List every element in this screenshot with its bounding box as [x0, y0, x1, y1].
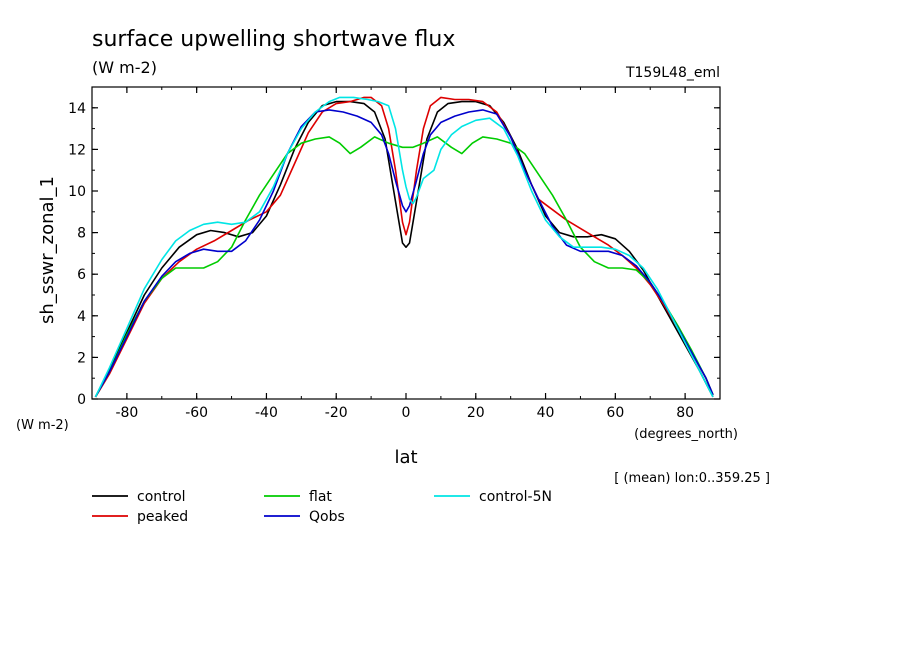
y-axis-units: (W m-2) — [16, 418, 69, 433]
legend-label: control — [137, 489, 186, 505]
x-axis-label: lat — [394, 447, 417, 468]
plot-series — [94, 96, 714, 398]
x-axis-units: (degrees_north) — [634, 427, 738, 442]
x-tick-label: 60 — [606, 405, 624, 421]
x-tick-label: 0 — [402, 405, 411, 421]
y-tick-label: 0 — [77, 392, 86, 408]
plot-frame — [91, 86, 721, 400]
y-tick-label: 6 — [77, 267, 86, 283]
x-tick-label: -60 — [185, 405, 208, 421]
series-line-flat — [94, 136, 714, 398]
series-line-control-5n — [94, 96, 714, 398]
legend-label: peaked — [137, 509, 188, 525]
averaging-note: [ (mean) lon:0..359.25 ] — [614, 471, 770, 486]
legend-label: Qobs — [309, 509, 345, 525]
series-line-peaked — [94, 96, 714, 398]
y-tick-label: 14 — [68, 101, 86, 117]
x-tick-label: -80 — [115, 405, 138, 421]
series-line-qobs — [94, 109, 714, 398]
x-tick-label: 20 — [467, 405, 485, 421]
y-tick-label: 10 — [68, 184, 86, 200]
x-tick-label: -20 — [325, 405, 348, 421]
chart-subtitle: (W m-2) — [92, 58, 157, 77]
chart-title: surface upwelling shortwave flux — [92, 27, 455, 52]
y-tick-label: 8 — [77, 226, 86, 242]
legend-label: control-5N — [479, 489, 552, 505]
x-tick-label: -40 — [255, 405, 278, 421]
series-line-control — [94, 100, 714, 398]
y-tick-label: 4 — [77, 309, 86, 325]
axis-ticks: -80 -60 -40 -20 0 20 40 60 80 0 2 4 6 8 10 12 14 — [68, 86, 721, 421]
y-tick-label: 12 — [68, 142, 86, 158]
y-axis-label: sh_sswr_zonal_1 — [37, 176, 58, 324]
y-tick-label: 2 — [77, 350, 86, 366]
x-tick-label: 40 — [537, 405, 555, 421]
legend-label: flat — [309, 489, 332, 505]
legend: control flat control-5N peaked Qobs — [92, 489, 552, 525]
x-tick-label: 80 — [676, 405, 694, 421]
experiment-label: T159L48_eml — [625, 65, 720, 81]
